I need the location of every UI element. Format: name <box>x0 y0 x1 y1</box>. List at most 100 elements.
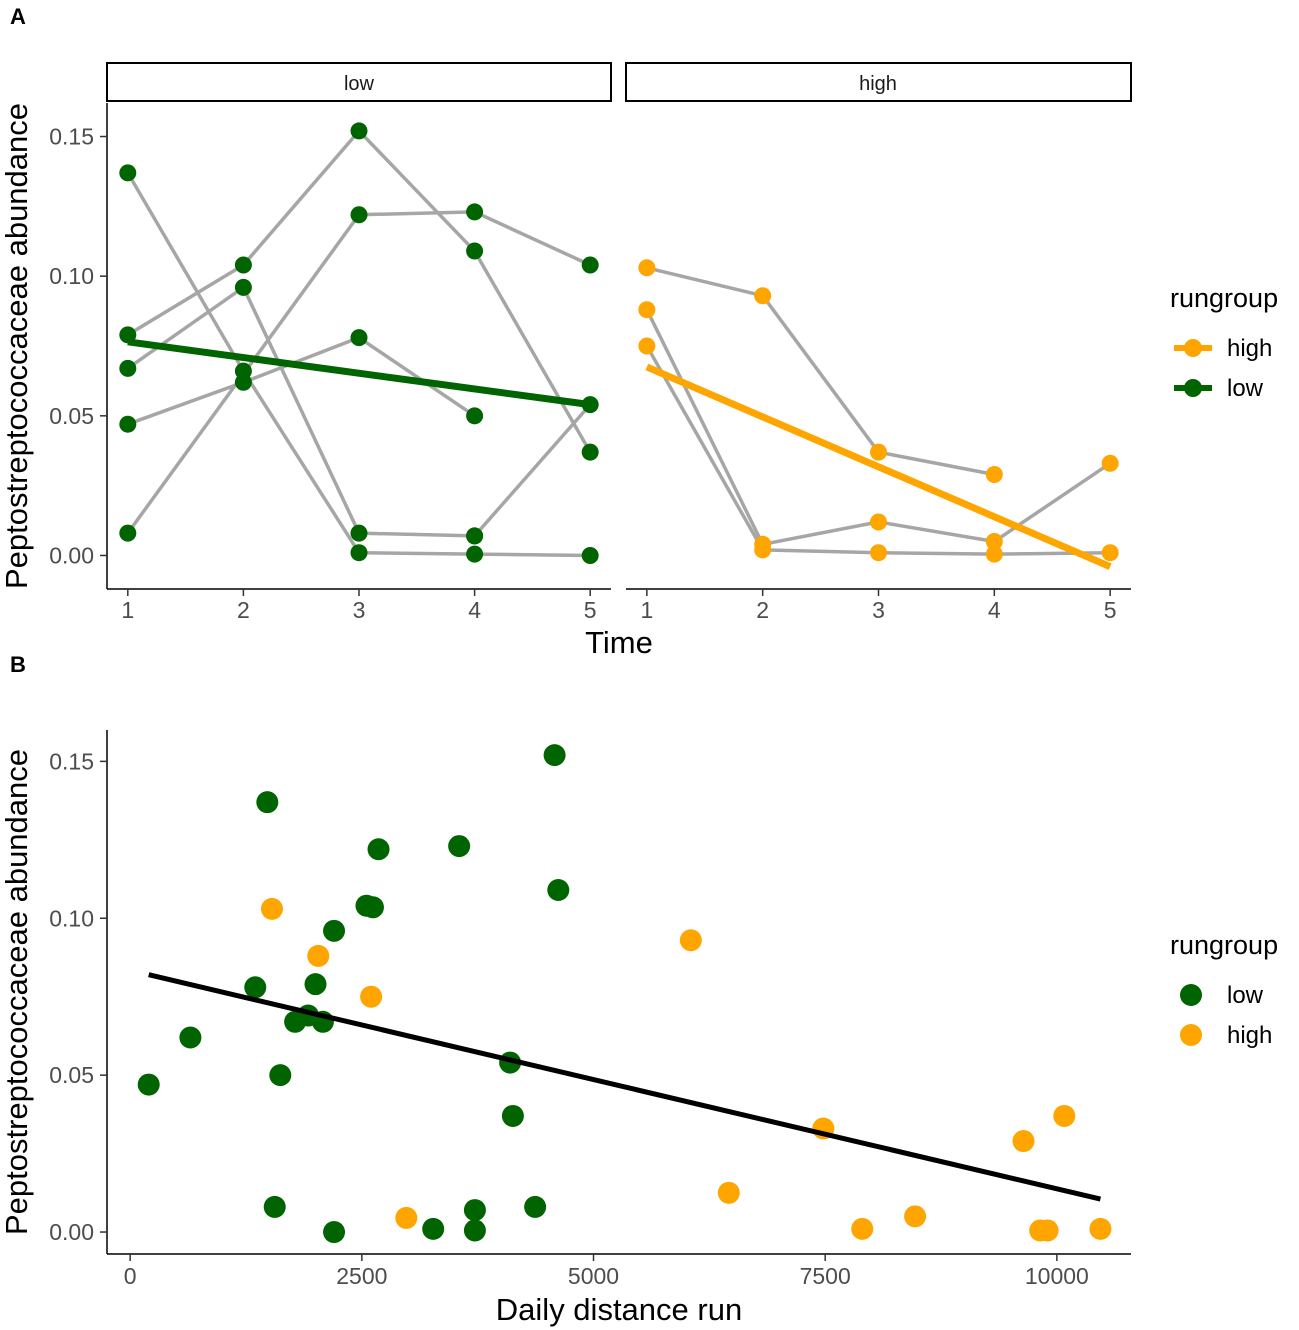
x-tick-label-high: 1 <box>640 597 653 623</box>
scatter-point-low <box>501 1104 524 1127</box>
legend-a-low-key <box>1184 379 1202 397</box>
data-point-low <box>119 524 137 542</box>
scatter-point-high <box>1036 1219 1059 1242</box>
data-point-low <box>350 122 368 140</box>
facet-strip-low-label: low <box>344 73 375 95</box>
panel-b-x-axis-title: Daily distance run <box>496 1292 742 1327</box>
subject-path <box>645 308 1112 547</box>
data-point-low <box>581 256 599 274</box>
data-point-high <box>1101 544 1119 562</box>
data-point-high <box>985 545 1003 563</box>
data-point-low <box>234 373 252 391</box>
data-point-low <box>119 415 137 433</box>
scatter-point-low <box>361 896 384 919</box>
scatter-point-low <box>269 1064 292 1087</box>
data-point-high <box>1101 454 1119 472</box>
x-tick-label: 10000 <box>1025 1263 1089 1289</box>
data-point-low <box>350 329 368 347</box>
x-tick-label: 7500 <box>800 1263 851 1289</box>
scatter-point-high <box>1089 1217 1112 1240</box>
subject-path <box>126 128 592 454</box>
x-tick-label-high: 2 <box>756 597 769 623</box>
data-point-low <box>581 443 599 461</box>
scatter-point-low <box>137 1073 160 1096</box>
x-tick-label-low: 2 <box>237 597 250 623</box>
data-point-low <box>119 359 137 377</box>
x-tick-label: 0 <box>124 1263 137 1289</box>
data-point-low <box>466 203 484 221</box>
data-point-low <box>466 242 484 260</box>
data-point-low <box>581 396 599 414</box>
legend-b-low-label: low <box>1227 982 1264 1009</box>
scatter-point-high <box>679 929 702 952</box>
scatter-point-high <box>260 897 283 920</box>
data-point-low <box>119 164 137 182</box>
data-point-high <box>638 337 656 355</box>
data-point-low <box>119 326 137 344</box>
legend-a-high-key <box>1184 339 1202 357</box>
scatter-point-low <box>463 1199 486 1222</box>
panel-b-legend: rungroup low high <box>1170 930 1278 1049</box>
data-point-high <box>870 544 887 562</box>
y-tick-label: 0.00 <box>49 1219 94 1245</box>
data-point-high <box>985 533 1003 551</box>
x-tick-label-high: 4 <box>988 597 1001 623</box>
data-point-low <box>234 256 252 274</box>
panel-b-y-ticks: 0.00 0.05 0.10 0.15 <box>49 748 107 1245</box>
x-tick-label-low: 5 <box>584 597 597 623</box>
scatter-point-low <box>244 976 267 999</box>
legend-a-low-label: low <box>1227 375 1264 402</box>
scatter-point-high <box>360 985 383 1008</box>
panel-a-x-axis-title: Time <box>585 625 653 660</box>
data-point-low <box>466 545 484 563</box>
scatter-point-high <box>395 1206 418 1229</box>
panel-a-y-ticks: 0.00 0.05 0.10 0.15 <box>49 124 107 568</box>
scatter-point-low <box>304 973 327 996</box>
panel-b: B 0.00 0.05 0.10 0.15 0 2500 5000 7500 10000 Da… <box>0 652 1278 1327</box>
data-point-high <box>985 465 1003 483</box>
scatter-point-low <box>256 791 279 814</box>
data-point-high <box>638 301 656 319</box>
x-tick-label-low: 4 <box>468 597 481 623</box>
data-point-low <box>234 278 252 296</box>
overall-trend-line <box>148 972 1101 1202</box>
legend-b-high-label: high <box>1227 1022 1272 1049</box>
x-tick-label-low: 3 <box>353 597 366 623</box>
legend-a-high-label: high <box>1227 335 1272 362</box>
data-point-high <box>870 443 887 461</box>
regression-line <box>148 972 1101 1202</box>
scatter-point-low <box>422 1217 445 1240</box>
scatter-point-low <box>547 879 570 902</box>
x-tick-label-high: 3 <box>872 597 885 623</box>
subject-points <box>119 122 1119 564</box>
panel-a-label: A <box>10 4 26 29</box>
trend-line-low <box>127 338 591 409</box>
scatter-point-low <box>543 744 566 767</box>
subject-paths <box>126 128 1112 558</box>
scatter-point-high <box>904 1205 927 1228</box>
scatter-point-low <box>448 835 471 858</box>
panel-b-legend-title: rungroup <box>1170 930 1278 960</box>
subject-path <box>646 266 995 477</box>
data-point-high <box>638 259 656 277</box>
y-tick-label: 0.15 <box>49 748 94 774</box>
legend-b-low-key <box>1180 984 1202 1006</box>
scatter-point-low <box>524 1195 547 1218</box>
y-tick-label: 0.10 <box>49 263 94 289</box>
scatter-point-low <box>323 1221 346 1244</box>
data-point-high <box>870 513 887 531</box>
scatter-point-high <box>851 1217 874 1240</box>
facet-strip-low <box>106 62 612 102</box>
y-tick-label: 0.00 <box>49 542 94 568</box>
scatter-point-low <box>463 1219 486 1242</box>
trend-line-high <box>645 363 1112 570</box>
group-trend-lines <box>127 338 1112 570</box>
x-tick-label-low: 1 <box>121 597 134 623</box>
scatter-point-low <box>179 1026 202 1049</box>
y-tick-label: 0.10 <box>49 905 94 931</box>
y-tick-label: 0.05 <box>49 403 94 429</box>
subject-path <box>473 403 592 538</box>
x-tick-label-high: 5 <box>1104 597 1117 623</box>
scatter-point-high <box>1053 1104 1076 1127</box>
